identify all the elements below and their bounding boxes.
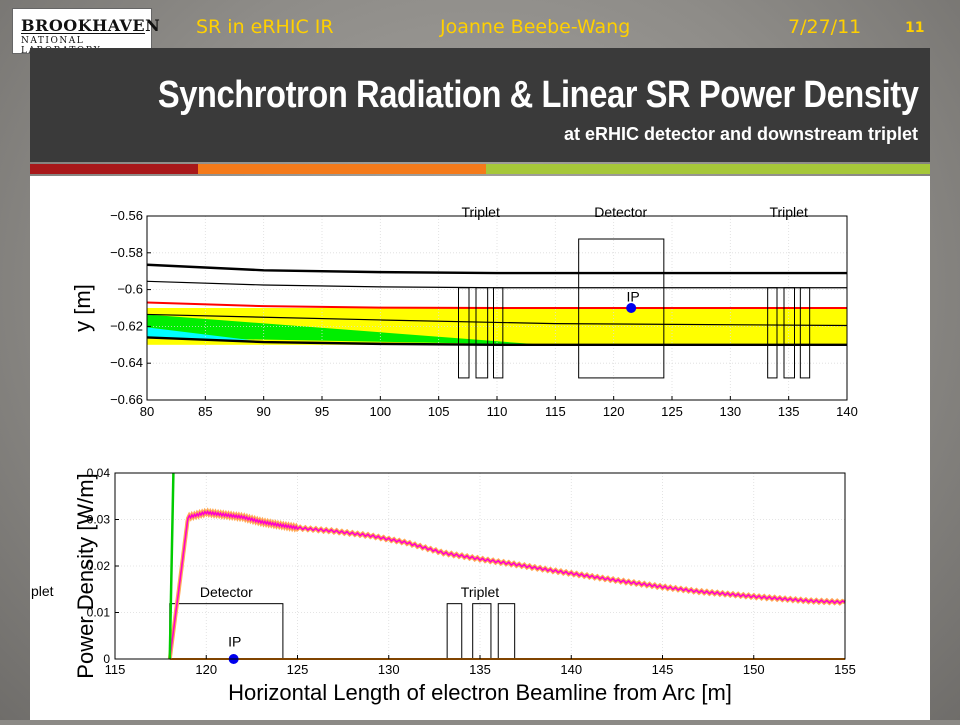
accent-stripe-green <box>486 164 930 174</box>
top-x-tick-label: 135 <box>778 404 800 419</box>
top-y-tick-label: −0.62 <box>110 318 143 333</box>
green-spike-series <box>168 472 175 660</box>
top-x-tick-label: 120 <box>603 404 625 419</box>
bottom-y-axis-label: Power Density [W/m] <box>73 473 98 678</box>
top-x-tick-label: 95 <box>315 404 329 419</box>
top-x-tick-label: 100 <box>369 404 391 419</box>
page-number: 11 <box>905 20 925 36</box>
bottom-x-tick-label: 150 <box>743 662 765 677</box>
header-author: Joanne Beebe-Wang <box>440 16 631 38</box>
top-x-tick-label: 130 <box>719 404 741 419</box>
figure-area: Triplet Detector Triplet IP 80 85 90 95 100 105 11… <box>30 176 930 720</box>
top-y-tick-label: −0.56 <box>110 208 143 223</box>
triplet-left-label: Triplet <box>461 204 499 220</box>
bottom-y-tick-label: 0.01 <box>87 606 111 620</box>
top-y-tick-label: −0.66 <box>110 392 143 407</box>
triplet-magnet-bottom <box>497 603 516 660</box>
bottom-x-tick-label: 145 <box>652 662 674 677</box>
bottom-y-tick-label: 0.02 <box>87 559 111 573</box>
title-bar: Synchrotron Radiation & Linear SR Power … <box>30 48 930 162</box>
detector-label-bottom: Detector <box>200 584 253 600</box>
power-density-curve <box>169 509 846 660</box>
top-y-tick-label: −0.6 <box>117 282 143 297</box>
top-x-tick-label: 85 <box>198 404 212 419</box>
bottom-x-tick-label: 120 <box>195 662 217 677</box>
triplet-magnet-bottom <box>472 603 492 660</box>
top-y-tick-label: −0.58 <box>110 245 143 260</box>
figure-svg: Triplet Detector Triplet IP 80 85 90 95 100 105 11… <box>31 204 858 705</box>
header-date: 7/27/11 <box>788 16 862 38</box>
top-series-line <box>146 313 848 327</box>
top-series-line <box>146 336 847 347</box>
triplet-magnet-bottom <box>446 603 463 660</box>
triplet-label-bottom: Triplet <box>461 584 499 600</box>
bottom-x-tick-label: 155 <box>834 662 856 677</box>
detector-box <box>578 238 665 379</box>
header-topic: SR in eRHIC IR <box>196 16 334 38</box>
detector-box-bottom <box>169 603 284 660</box>
logo-divider <box>21 33 145 34</box>
triplet-right-label: Triplet <box>769 204 807 220</box>
triplet-magnet-left <box>458 287 470 379</box>
top-series-line <box>146 263 847 275</box>
accent-stripe-red <box>30 164 198 174</box>
bottom-x-tick-label: 140 <box>560 662 582 677</box>
top-x-tick-label: 80 <box>140 404 154 419</box>
bottom-x-tick-label: 125 <box>287 662 309 677</box>
triplet-magnet-left <box>475 287 489 379</box>
triplet-magnet-right <box>783 287 795 379</box>
ip-label: IP <box>627 289 640 305</box>
bottom-y-tick-label: 0.03 <box>87 513 111 527</box>
sr-fan-cyan-fill <box>147 327 252 341</box>
top-x-tick-label: 140 <box>836 404 858 419</box>
top-x-tick-label: 110 <box>487 404 508 419</box>
bottom-x-axis-label: Horizontal Length of electron Beamline f… <box>228 680 732 705</box>
bottom-x-tick-label: 130 <box>378 662 400 677</box>
triplet-magnet-right <box>767 287 778 379</box>
top-series-line <box>146 301 847 309</box>
bottom-x-tick-label: 115 <box>105 662 126 677</box>
triplet-magnet-right <box>799 287 811 379</box>
slide-title: Synchrotron Radiation & Linear SR Power … <box>157 74 918 116</box>
bottom-y-tick-label: 0.04 <box>87 466 111 480</box>
top-series-line <box>146 280 847 289</box>
power-density-curve-halo <box>167 507 846 660</box>
top-x-tick-label: 115 <box>545 404 566 419</box>
ip-label-bottom: IP <box>228 633 241 649</box>
logo-top-text: BROOKHAVEN <box>21 16 161 35</box>
bottom-y-tick-label: 0 <box>103 652 110 666</box>
ip-marker <box>626 303 637 313</box>
top-x-tick-label: 105 <box>428 404 450 419</box>
top-x-tick-label: 125 <box>661 404 683 419</box>
slide-subtitle: at eRHIC detector and downstream triplet <box>563 124 918 144</box>
top-y-axis-label: y [m] <box>70 284 95 332</box>
sr-fan-green-fill <box>147 314 544 345</box>
accent-stripe-orange <box>198 164 486 174</box>
top-y-tick-label: −0.64 <box>110 355 143 370</box>
top-x-tick-label: 90 <box>256 404 270 419</box>
bottom-x-tick-label: 135 <box>469 662 491 677</box>
detector-label: Detector <box>594 204 647 220</box>
cut-off-label: plet <box>31 583 54 599</box>
triplet-magnet-left <box>493 287 504 379</box>
